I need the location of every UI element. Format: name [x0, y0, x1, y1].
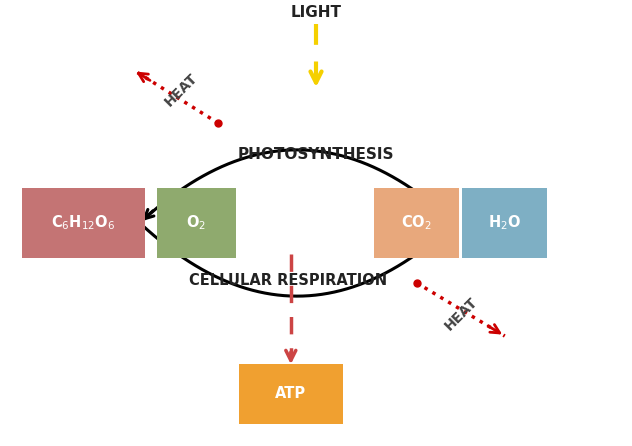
Text: C$_6$H$_{12}$O$_6$: C$_6$H$_{12}$O$_6$: [51, 214, 115, 232]
FancyBboxPatch shape: [374, 187, 459, 259]
Text: PHOTOSYNTHESIS: PHOTOSYNTHESIS: [238, 147, 394, 162]
FancyBboxPatch shape: [462, 187, 547, 259]
Text: LIGHT: LIGHT: [291, 5, 341, 20]
Text: HEAT: HEAT: [162, 71, 200, 109]
Text: O$_2$: O$_2$: [186, 214, 207, 232]
Text: CELLULAR RESPIRATION: CELLULAR RESPIRATION: [188, 273, 387, 288]
Text: HEAT: HEAT: [442, 295, 480, 333]
FancyBboxPatch shape: [22, 187, 145, 259]
FancyBboxPatch shape: [239, 364, 343, 424]
Text: H$_2$O: H$_2$O: [488, 214, 521, 232]
Text: CO$_2$: CO$_2$: [401, 214, 432, 232]
FancyBboxPatch shape: [157, 187, 236, 259]
Text: ATP: ATP: [276, 386, 307, 401]
